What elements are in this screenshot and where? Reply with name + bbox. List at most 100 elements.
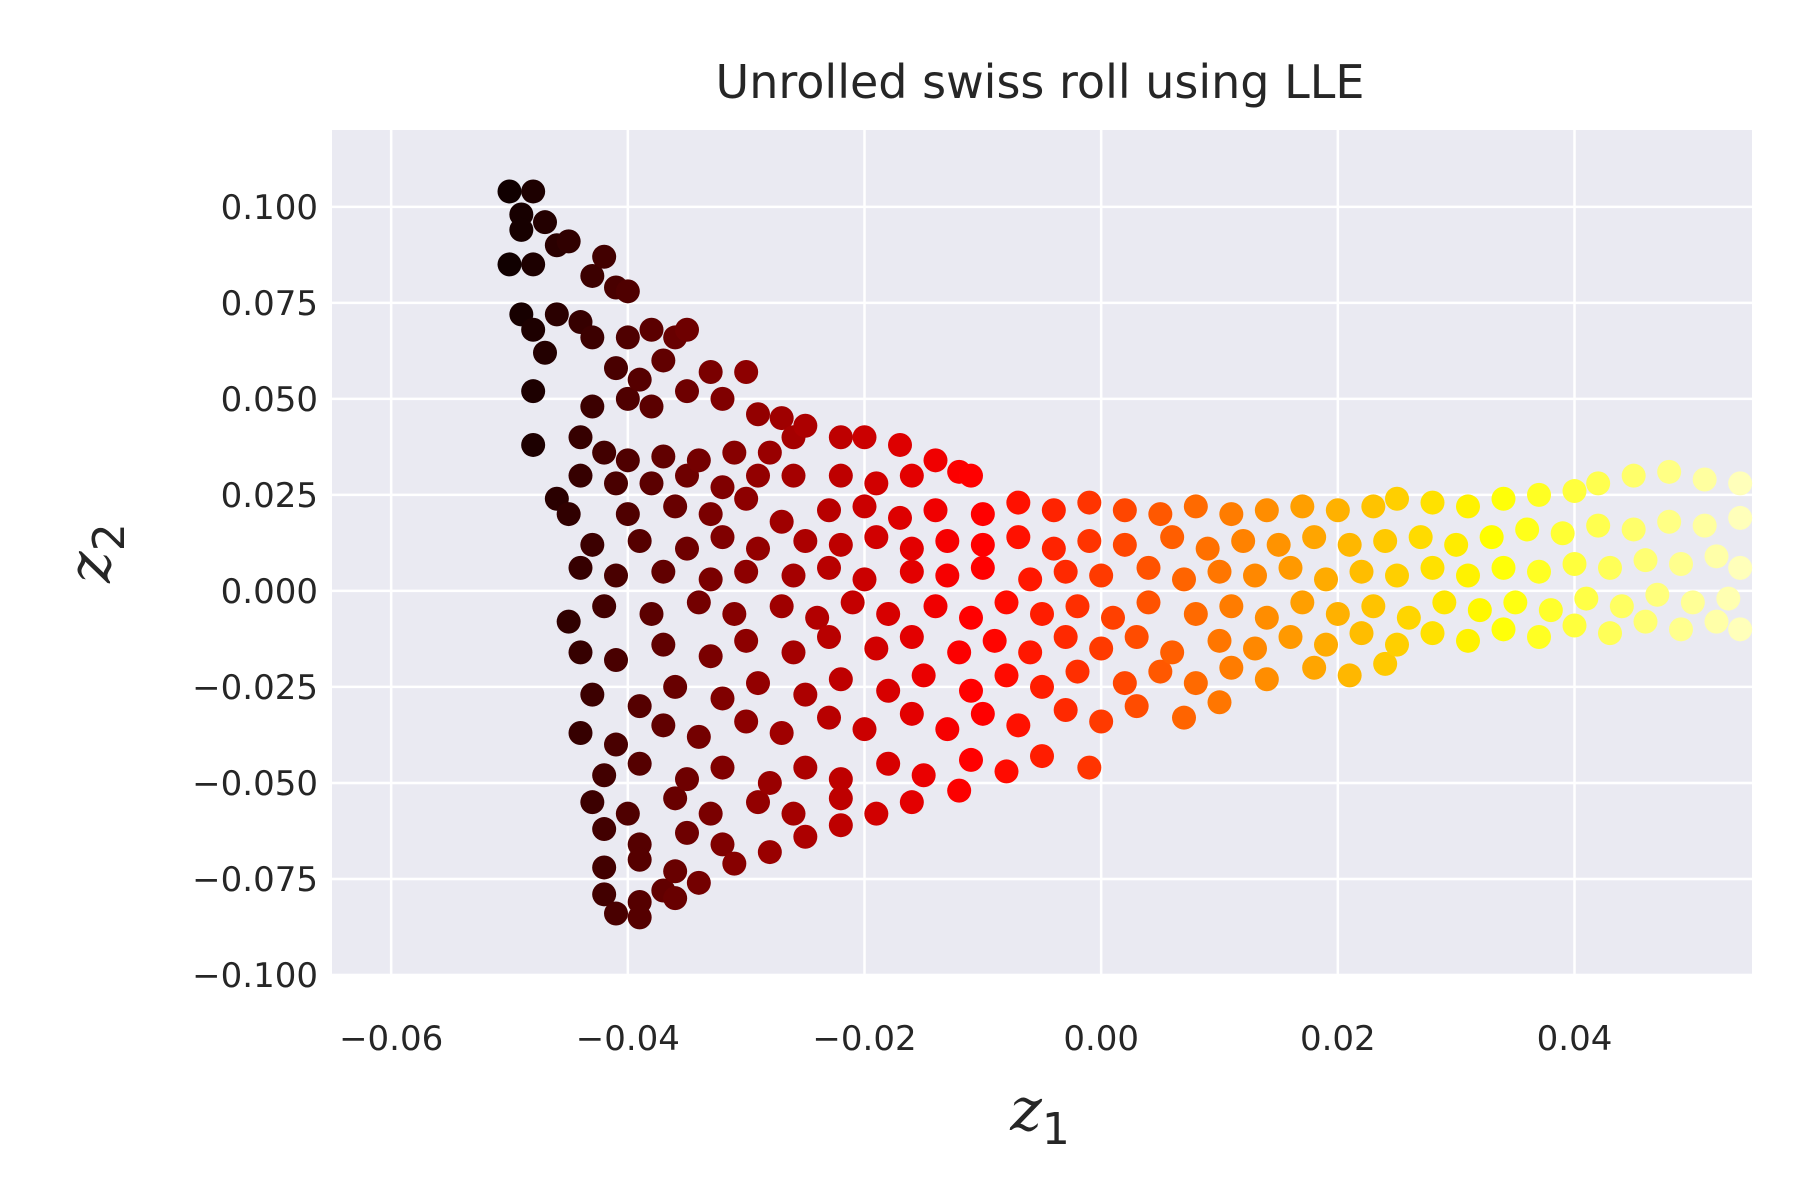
data-point	[521, 252, 546, 277]
data-point	[935, 528, 960, 553]
data-point	[817, 705, 841, 730]
data-point	[1467, 598, 1492, 623]
data-point	[769, 594, 794, 619]
data-point	[746, 536, 770, 561]
data-point	[852, 494, 877, 519]
x-tick-label: 0.02	[1300, 1019, 1376, 1059]
data-point	[1621, 463, 1646, 488]
data-point	[615, 386, 640, 411]
y-tick-label: −0.100	[192, 956, 318, 996]
data-point	[604, 732, 628, 757]
data-point	[1704, 609, 1729, 634]
data-point	[1645, 582, 1670, 607]
data-point	[746, 463, 770, 488]
data-point	[556, 502, 581, 527]
data-point	[497, 252, 522, 277]
data-point	[1586, 513, 1611, 538]
data-point	[1053, 559, 1078, 584]
data-point	[722, 851, 747, 876]
data-point	[1728, 617, 1753, 642]
data-point	[710, 686, 735, 711]
data-point	[710, 755, 735, 780]
data-point	[1136, 555, 1161, 580]
data-point	[1669, 617, 1693, 642]
data-point	[899, 559, 924, 584]
data-point	[1278, 555, 1303, 580]
chart-title: Unrolled swiss roll using LLE	[716, 55, 1365, 109]
data-point	[521, 317, 546, 342]
x-axis-label: z1	[1009, 1075, 1070, 1155]
data-point	[627, 751, 652, 776]
data-point	[556, 229, 581, 254]
data-point	[1420, 490, 1445, 515]
data-point	[734, 559, 759, 584]
data-point	[793, 755, 818, 780]
data-point	[1006, 713, 1031, 738]
data-point	[639, 394, 664, 419]
data-point	[1112, 532, 1137, 557]
data-point	[686, 724, 711, 749]
data-point	[1077, 490, 1102, 515]
data-point	[1030, 601, 1054, 626]
data-point	[793, 682, 818, 707]
data-point	[698, 502, 723, 527]
data-point	[781, 640, 806, 665]
data-point	[876, 678, 901, 703]
data-point	[970, 532, 995, 557]
data-point	[1219, 655, 1244, 680]
data-point	[580, 532, 605, 557]
data-point	[568, 425, 593, 450]
data-point	[1621, 517, 1646, 542]
data-point	[1112, 671, 1137, 696]
data-point	[828, 813, 853, 838]
data-point	[521, 179, 546, 204]
data-point	[1491, 617, 1516, 642]
data-point	[734, 359, 759, 384]
data-point	[1219, 594, 1244, 619]
data-point	[1278, 625, 1303, 649]
data-point	[1124, 694, 1149, 719]
data-point	[828, 463, 853, 488]
data-point	[698, 644, 723, 669]
data-point	[568, 721, 593, 746]
data-point	[1562, 552, 1587, 577]
data-point	[1006, 525, 1031, 550]
data-point	[959, 747, 983, 772]
data-point	[580, 394, 605, 419]
data-point	[1030, 744, 1054, 769]
data-point	[722, 601, 747, 626]
data-point	[1243, 636, 1267, 661]
data-point	[1550, 521, 1575, 546]
data-point	[1053, 625, 1078, 649]
data-point	[970, 701, 995, 726]
y-tick-label: 0.075	[221, 284, 318, 324]
data-point	[1172, 705, 1196, 730]
data-point	[1041, 536, 1066, 561]
y-tick-label: 0.050	[221, 380, 318, 420]
data-point	[734, 628, 759, 653]
data-point	[1527, 625, 1551, 649]
data-point	[1219, 502, 1244, 527]
data-point	[580, 325, 605, 350]
data-point	[781, 801, 806, 826]
data-point	[1065, 594, 1090, 619]
data-point	[1172, 567, 1196, 592]
data-point	[1456, 563, 1480, 588]
data-point	[592, 882, 617, 907]
data-point	[1112, 498, 1137, 523]
data-point	[1456, 628, 1480, 653]
data-point	[533, 340, 557, 365]
data-point	[1207, 690, 1232, 715]
data-point	[994, 663, 1019, 688]
data-point	[710, 386, 735, 411]
data-point	[1361, 494, 1386, 519]
data-point	[1314, 567, 1338, 592]
y-tick-label: 0.025	[221, 476, 318, 516]
data-point	[1633, 548, 1658, 573]
data-point	[1692, 513, 1717, 538]
data-point	[568, 555, 593, 580]
x-tick-label: −0.02	[812, 1019, 916, 1059]
data-point	[947, 640, 972, 665]
data-point	[840, 590, 865, 615]
data-point	[1456, 494, 1480, 519]
